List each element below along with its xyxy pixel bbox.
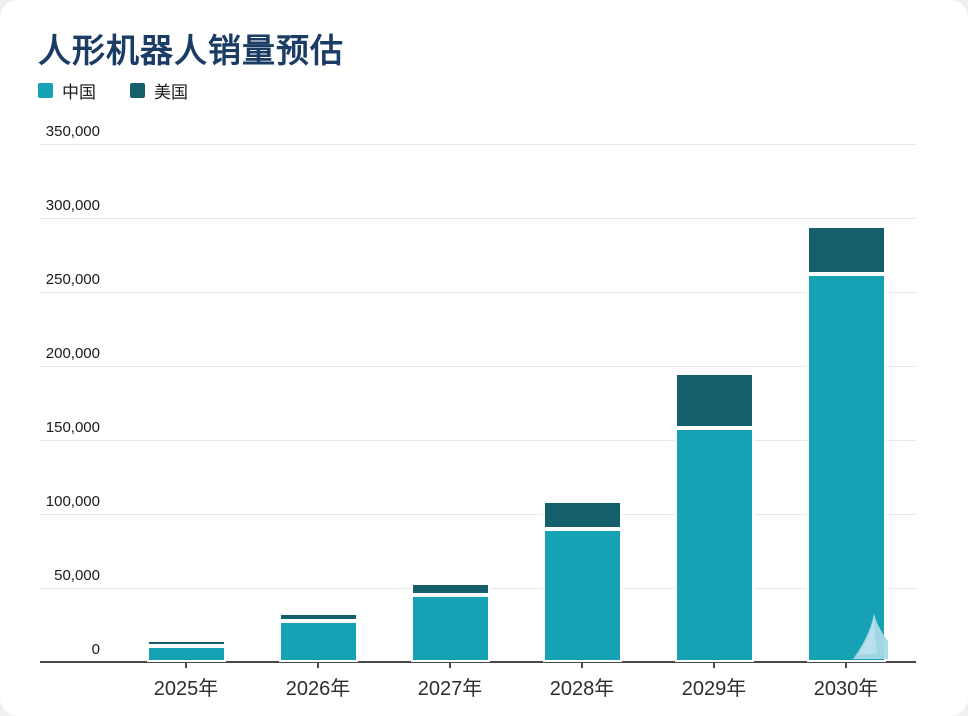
- x-axis-line: [40, 661, 916, 663]
- x-tick: [317, 662, 319, 668]
- gridline: [40, 143, 916, 145]
- bar-segment-china-2027年: [410, 595, 490, 662]
- legend-label: 美国: [154, 83, 188, 102]
- gridline: [40, 439, 916, 441]
- x-tick: [449, 662, 451, 668]
- bar-segment-china-2025年: [146, 645, 226, 662]
- gridline: [40, 365, 916, 367]
- bar-segment-china-2026年: [278, 620, 358, 662]
- bar-segment-china-2029年: [674, 427, 754, 662]
- x-tick: [845, 662, 847, 668]
- x-tick: [185, 662, 187, 668]
- bar-segment-china-2030年: [806, 273, 886, 662]
- bar-segment-china-2028年: [542, 528, 622, 662]
- y-tick-label: 100,000: [45, 492, 100, 510]
- bar-segment-usa-2026年: [278, 613, 358, 621]
- legend-swatch-icon: [38, 83, 53, 98]
- legend: 中国 美国: [38, 78, 188, 103]
- x-tick-label: 2025年: [153, 678, 219, 700]
- gridline: [40, 217, 916, 219]
- x-tick-label: 2026年: [285, 678, 351, 700]
- y-tick-label: 50,000: [54, 566, 100, 584]
- bar-segment-usa-2028年: [542, 500, 622, 529]
- legend-item-usa: 美国: [130, 78, 188, 103]
- x-tick: [581, 662, 583, 668]
- y-tick-label: 0: [91, 641, 100, 658]
- x-tick-label: 2029年: [681, 678, 747, 700]
- y-tick-label: 150,000: [45, 418, 100, 436]
- y-tick-label: 300,000: [45, 196, 100, 214]
- bar-segment-usa-2030年: [806, 226, 886, 274]
- gridline: [40, 513, 916, 515]
- legend-swatch-icon: [130, 83, 145, 98]
- y-tick-label: 250,000: [45, 270, 100, 288]
- bar-segment-usa-2025年: [146, 639, 226, 646]
- legend-item-china: 中国: [38, 78, 96, 103]
- x-tick-label: 2028年: [549, 678, 615, 700]
- bar-segment-usa-2029年: [674, 373, 754, 428]
- bar-segment-usa-2027年: [410, 583, 490, 596]
- page-title: 人形机器人销量预估: [38, 32, 344, 69]
- x-tick-label: 2027年: [417, 678, 483, 700]
- x-tick-label: 2030年: [813, 678, 879, 700]
- gridline: [40, 291, 916, 293]
- x-tick: [713, 662, 715, 668]
- y-tick-label: 200,000: [45, 344, 100, 362]
- legend-label: 中国: [62, 83, 96, 102]
- y-tick-label: 350,000: [45, 122, 100, 140]
